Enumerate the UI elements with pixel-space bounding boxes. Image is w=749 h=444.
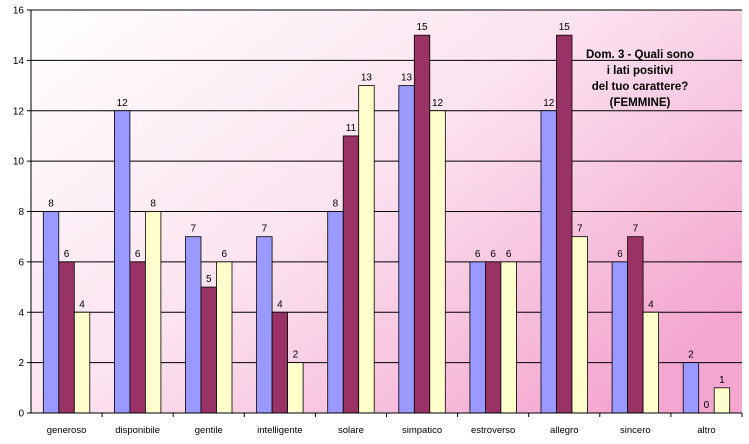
- bar: [500, 261, 517, 414]
- data-label: 6: [475, 249, 481, 260]
- title-line-2: i lati positivi: [607, 65, 673, 77]
- data-label: 7: [577, 224, 583, 235]
- data-label: 7: [633, 224, 639, 235]
- y-tick-label: 4: [18, 308, 24, 319]
- bar: [73, 311, 91, 414]
- y-tick-label: 8: [18, 207, 24, 218]
- bar: [271, 311, 289, 414]
- x-category-label: estroverso: [471, 425, 515, 436]
- bar: [216, 261, 233, 414]
- data-label: 1: [719, 375, 725, 386]
- data-label: 12: [432, 98, 444, 109]
- data-label: 15: [416, 22, 428, 33]
- data-label: 4: [277, 299, 283, 310]
- data-label: 4: [79, 299, 85, 310]
- data-label: 6: [135, 249, 141, 260]
- title-line-1: Dom. 3 - Quali sono: [586, 49, 694, 61]
- x-category-label: disponibile: [115, 425, 160, 436]
- bar: [682, 362, 700, 414]
- bar: [398, 85, 415, 414]
- data-label: 13: [401, 73, 413, 84]
- data-label: 6: [221, 249, 227, 260]
- bar: [327, 211, 344, 414]
- data-label: 12: [117, 98, 129, 109]
- bar: [114, 110, 131, 414]
- bar: [42, 211, 60, 414]
- bar: [129, 261, 146, 414]
- data-label: 6: [506, 249, 512, 260]
- data-label: 8: [150, 199, 156, 210]
- bar: [469, 261, 486, 414]
- bar: [713, 387, 731, 414]
- labels: 0246810121416generoso864disponibile1268g…: [13, 6, 725, 437]
- y-tick-label: 6: [18, 257, 24, 268]
- y-tick-label: 0: [18, 409, 24, 420]
- bar: [58, 261, 75, 414]
- title-line-3: del tuo carattere?: [592, 81, 689, 93]
- data-label: 8: [333, 199, 339, 210]
- x-category-label: simpatico: [402, 425, 442, 436]
- bar: [556, 34, 573, 414]
- y-tick-label: 16: [13, 6, 25, 17]
- x-category-label: generoso: [47, 425, 87, 436]
- y-tick-label: 10: [13, 157, 25, 168]
- x-category-label: intelligente: [257, 425, 302, 436]
- y-tick-label: 14: [13, 56, 25, 67]
- x-category-label: solare: [338, 425, 364, 436]
- data-label: 12: [543, 98, 555, 109]
- data-label: 0: [704, 400, 710, 411]
- x-category-label: gentile: [195, 425, 223, 436]
- x-category-label: sincero: [620, 425, 651, 436]
- bar: [358, 85, 375, 414]
- axes: [27, 9, 743, 417]
- data-label: 7: [190, 224, 196, 235]
- bar: [200, 286, 217, 414]
- y-tick-label: 12: [13, 106, 25, 117]
- bar: [540, 110, 557, 414]
- bar: [642, 311, 659, 414]
- data-label: 15: [559, 22, 571, 33]
- bar: [287, 362, 304, 414]
- bar: [484, 261, 502, 414]
- bar: [256, 236, 273, 414]
- bar: [611, 261, 628, 414]
- bar: [413, 34, 431, 414]
- data-label: 11: [346, 123, 357, 134]
- bar: [342, 135, 360, 414]
- y-tick-label: 2: [18, 358, 24, 369]
- x-category-label: altro: [697, 425, 715, 436]
- x-category-label: allegro: [550, 425, 579, 436]
- data-label: 2: [293, 350, 299, 361]
- data-label: 8: [48, 199, 54, 210]
- data-label: 2: [688, 350, 694, 361]
- bar: [185, 236, 202, 414]
- data-label: 6: [617, 249, 623, 260]
- bar: [429, 110, 446, 414]
- data-label: 6: [490, 249, 496, 260]
- data-label: 6: [64, 249, 70, 260]
- title-line-4: (FEMMINE): [610, 97, 671, 109]
- bar: [627, 236, 644, 414]
- bar: [144, 211, 162, 414]
- chart-title: Dom. 3 - Quali sono i lati positivi del …: [586, 49, 694, 109]
- data-label: 13: [361, 73, 373, 84]
- data-label: 5: [206, 274, 212, 285]
- bar: [571, 236, 588, 414]
- data-label: 7: [262, 224, 268, 235]
- data-label: 4: [648, 299, 654, 310]
